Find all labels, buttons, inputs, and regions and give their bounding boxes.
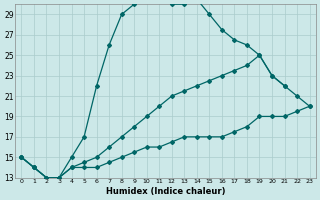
X-axis label: Humidex (Indice chaleur): Humidex (Indice chaleur)	[106, 187, 225, 196]
